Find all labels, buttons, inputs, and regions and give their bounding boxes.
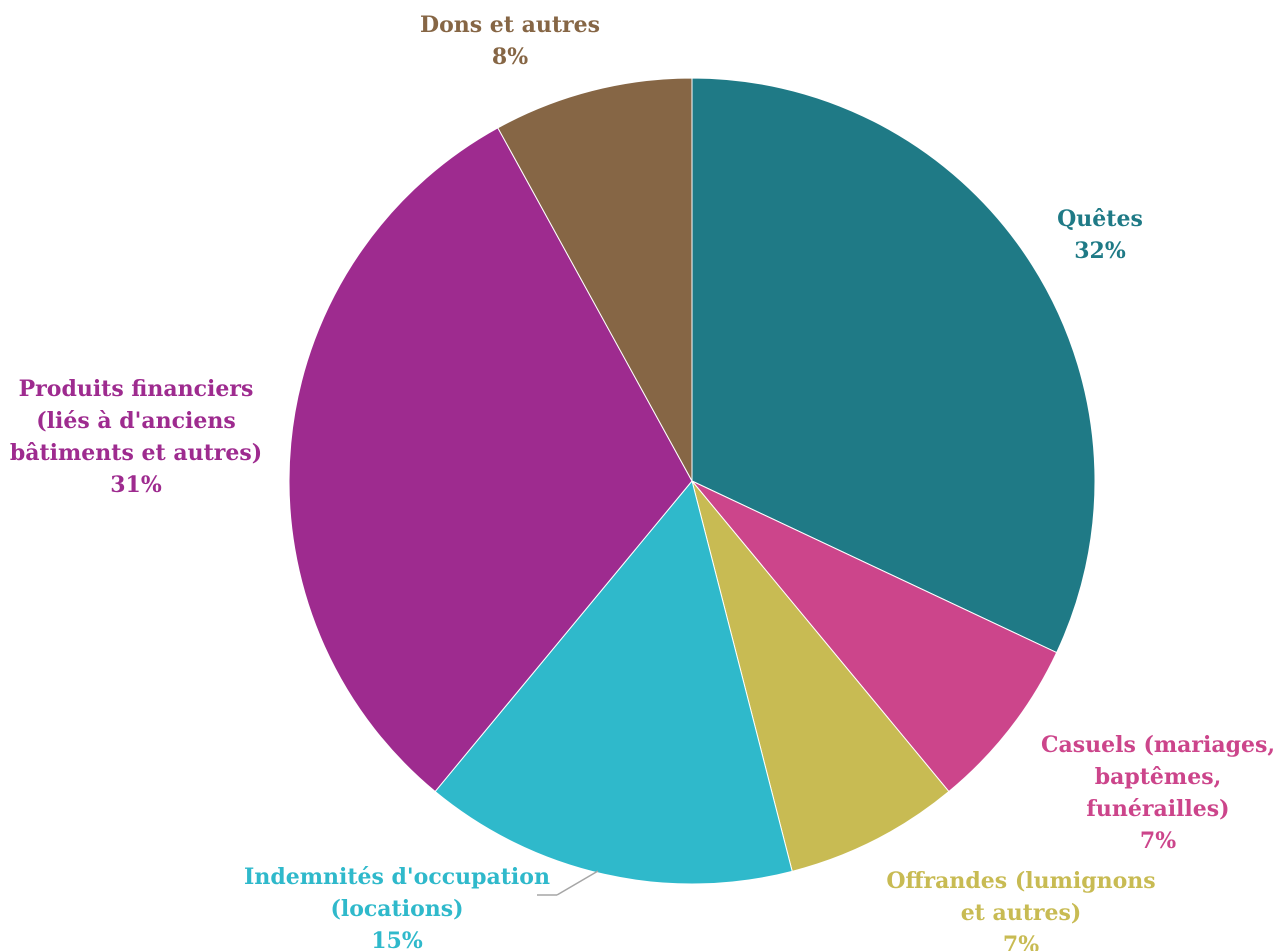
slice-label-line: 32% xyxy=(1074,238,1126,264)
slice-label-line: Produits financiers xyxy=(19,376,254,402)
slice-label-line: 15% xyxy=(371,928,423,951)
slice-label-line: funérailles) xyxy=(1086,796,1229,822)
slice-label-line: 8% xyxy=(492,44,528,70)
slice-label-line: Indemnités d'occupation xyxy=(244,864,550,890)
slice-label-4: Produits financiers (liés à d'anciens bâti… xyxy=(10,376,262,498)
slice-label-line: Dons et autres xyxy=(420,12,600,38)
slice-label-line: 7% xyxy=(1003,932,1039,951)
slice-label-line: (locations) xyxy=(330,896,463,922)
slice-label-5: Dons et autres 8% xyxy=(420,12,600,70)
pie-slices xyxy=(288,77,1096,885)
slice-label-line: baptêmes, xyxy=(1095,764,1222,790)
pie-slice-5 xyxy=(497,77,693,482)
slice-label-line: (liés à d'anciens xyxy=(36,408,236,434)
slice-label-line: Quêtes xyxy=(1057,206,1143,232)
slice-label-line: bâtiments et autres) xyxy=(10,440,262,466)
slice-label-line: Casuels (mariages, xyxy=(1041,732,1275,758)
pie-slice-4 xyxy=(288,127,693,793)
slice-label-3: Indemnités d'occupation (locations) 15% xyxy=(244,864,550,951)
slice-label-line: Offrandes (lumignons xyxy=(886,868,1155,894)
pie-slice-0 xyxy=(691,77,1096,654)
slice-labels: Quêtes 32% Casuels (mariages, baptêmes, funé… xyxy=(10,12,1275,951)
pie-slice-2 xyxy=(691,480,950,872)
slice-label-line: et autres) xyxy=(961,900,1082,926)
slice-label-line: 7% xyxy=(1140,828,1176,854)
slice-label-1: Casuels (mariages, baptêmes, funérailles) 7… xyxy=(1041,732,1275,854)
pie-slice-3 xyxy=(434,479,793,885)
slice-label-2: Offrandes (lumignons et autres) 7% xyxy=(886,868,1155,951)
pie-slice-1 xyxy=(691,480,1058,793)
slice-label-0: Quêtes 32% xyxy=(1057,206,1143,264)
slice-label-line: 31% xyxy=(110,472,162,498)
leader-line-indemnites xyxy=(556,870,599,896)
